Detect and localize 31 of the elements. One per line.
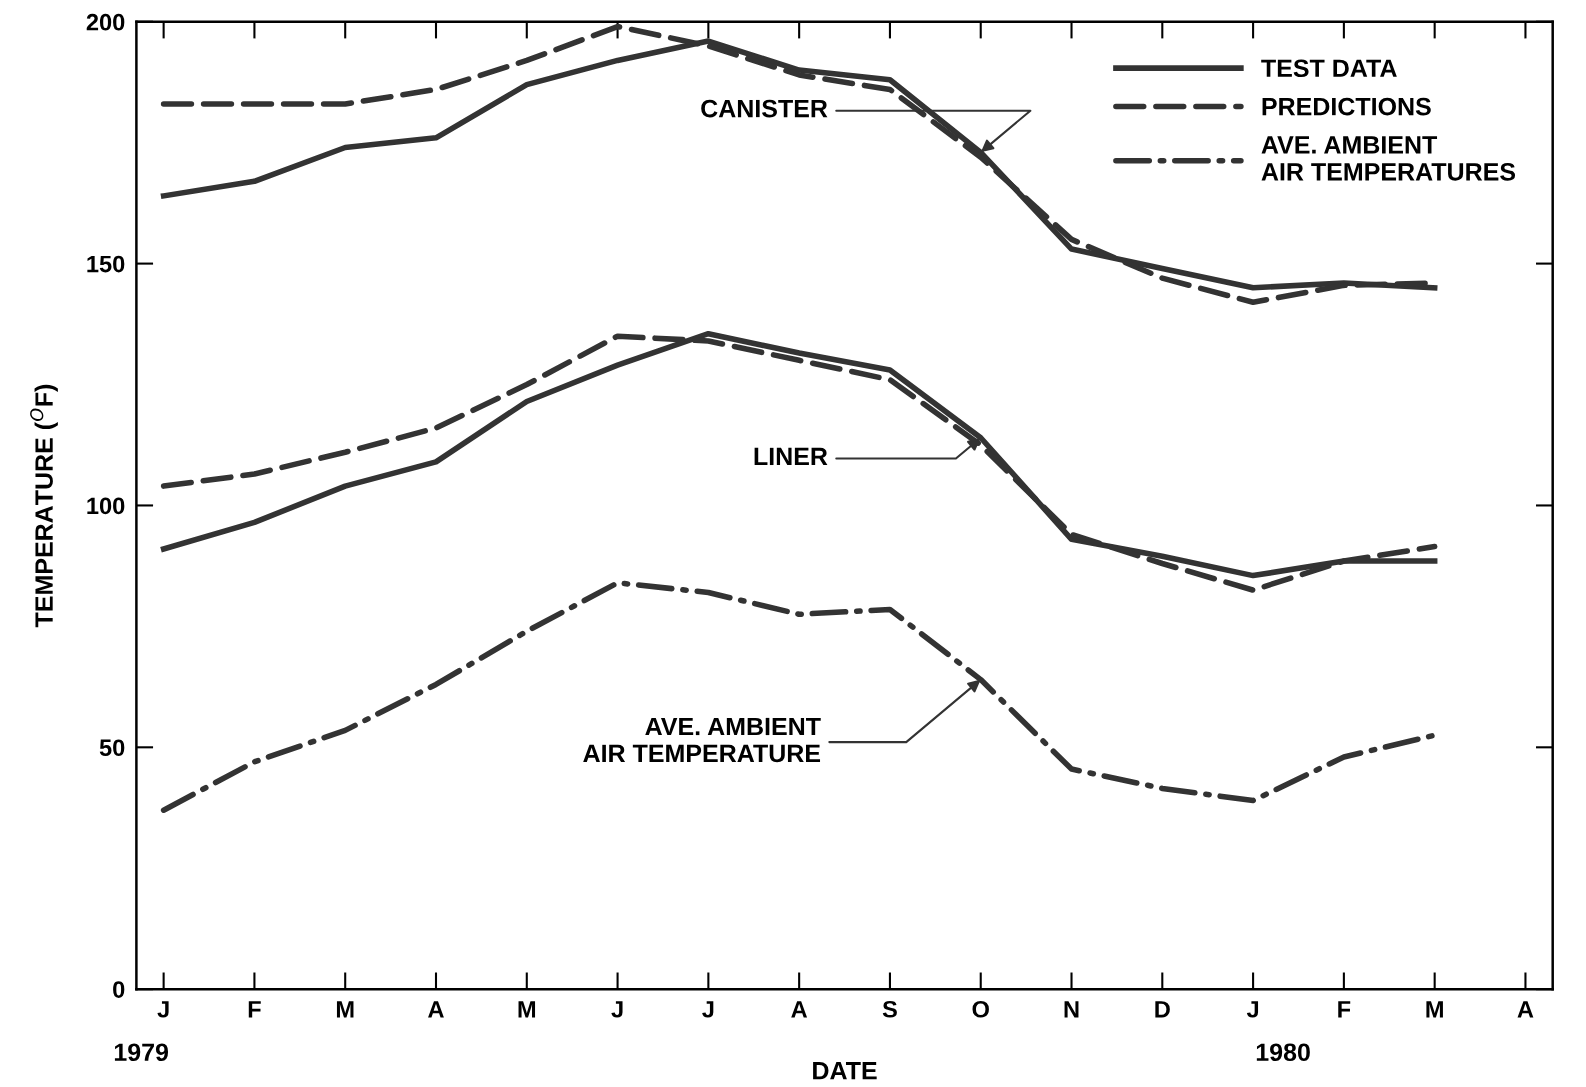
- annotation: LINER: [754, 447, 828, 466]
- x-tick-label: S: [882, 1000, 897, 1018]
- text: 1979: [114, 1043, 169, 1062]
- annotation: CANISTER: [701, 99, 828, 118]
- x-axis-title: DATE: [813, 1062, 877, 1080]
- x-tick-label: M: [518, 1001, 536, 1018]
- x-tick-label: J: [702, 1001, 714, 1018]
- y-tick-label: 100: [87, 497, 125, 515]
- x-tick-label: J: [611, 1001, 623, 1018]
- text: 1980: [1256, 1043, 1310, 1062]
- y-tick-label: 0: [113, 981, 125, 998]
- y-tick-label: 200: [86, 13, 125, 31]
- y-tick-label: 150: [87, 255, 125, 273]
- x-tick-label: M: [1426, 1001, 1443, 1018]
- legend-label: AVE. AMBIENT AIR TEMPERATURES: [1261, 136, 1516, 181]
- x-tick-label: A: [428, 1001, 444, 1018]
- x-tick-label: M: [336, 1001, 354, 1018]
- y-tick-label: 50: [99, 739, 125, 757]
- x-tick-label: A: [1517, 1001, 1534, 1018]
- x-tick-label: D: [1155, 1001, 1170, 1018]
- legend-label: PREDICTIONS: [1262, 97, 1431, 116]
- x-tick-label: J: [157, 1001, 169, 1018]
- x-tick-label: N: [1064, 1001, 1079, 1018]
- annotation: AVE. AMBIENT AIR TEMPERATURE: [583, 717, 821, 763]
- y-axis-title: TEMPERATURE ($^{O}$F): [30, 384, 58, 628]
- x-tick-label: A: [791, 1001, 808, 1018]
- x-tick-label: F: [248, 1001, 261, 1018]
- x-tick-label: F: [1338, 1001, 1351, 1018]
- x-tick-label: O: [972, 1000, 989, 1018]
- legend-label: TEST DATA: [1261, 59, 1397, 78]
- x-tick-label: J: [1246, 1001, 1259, 1018]
